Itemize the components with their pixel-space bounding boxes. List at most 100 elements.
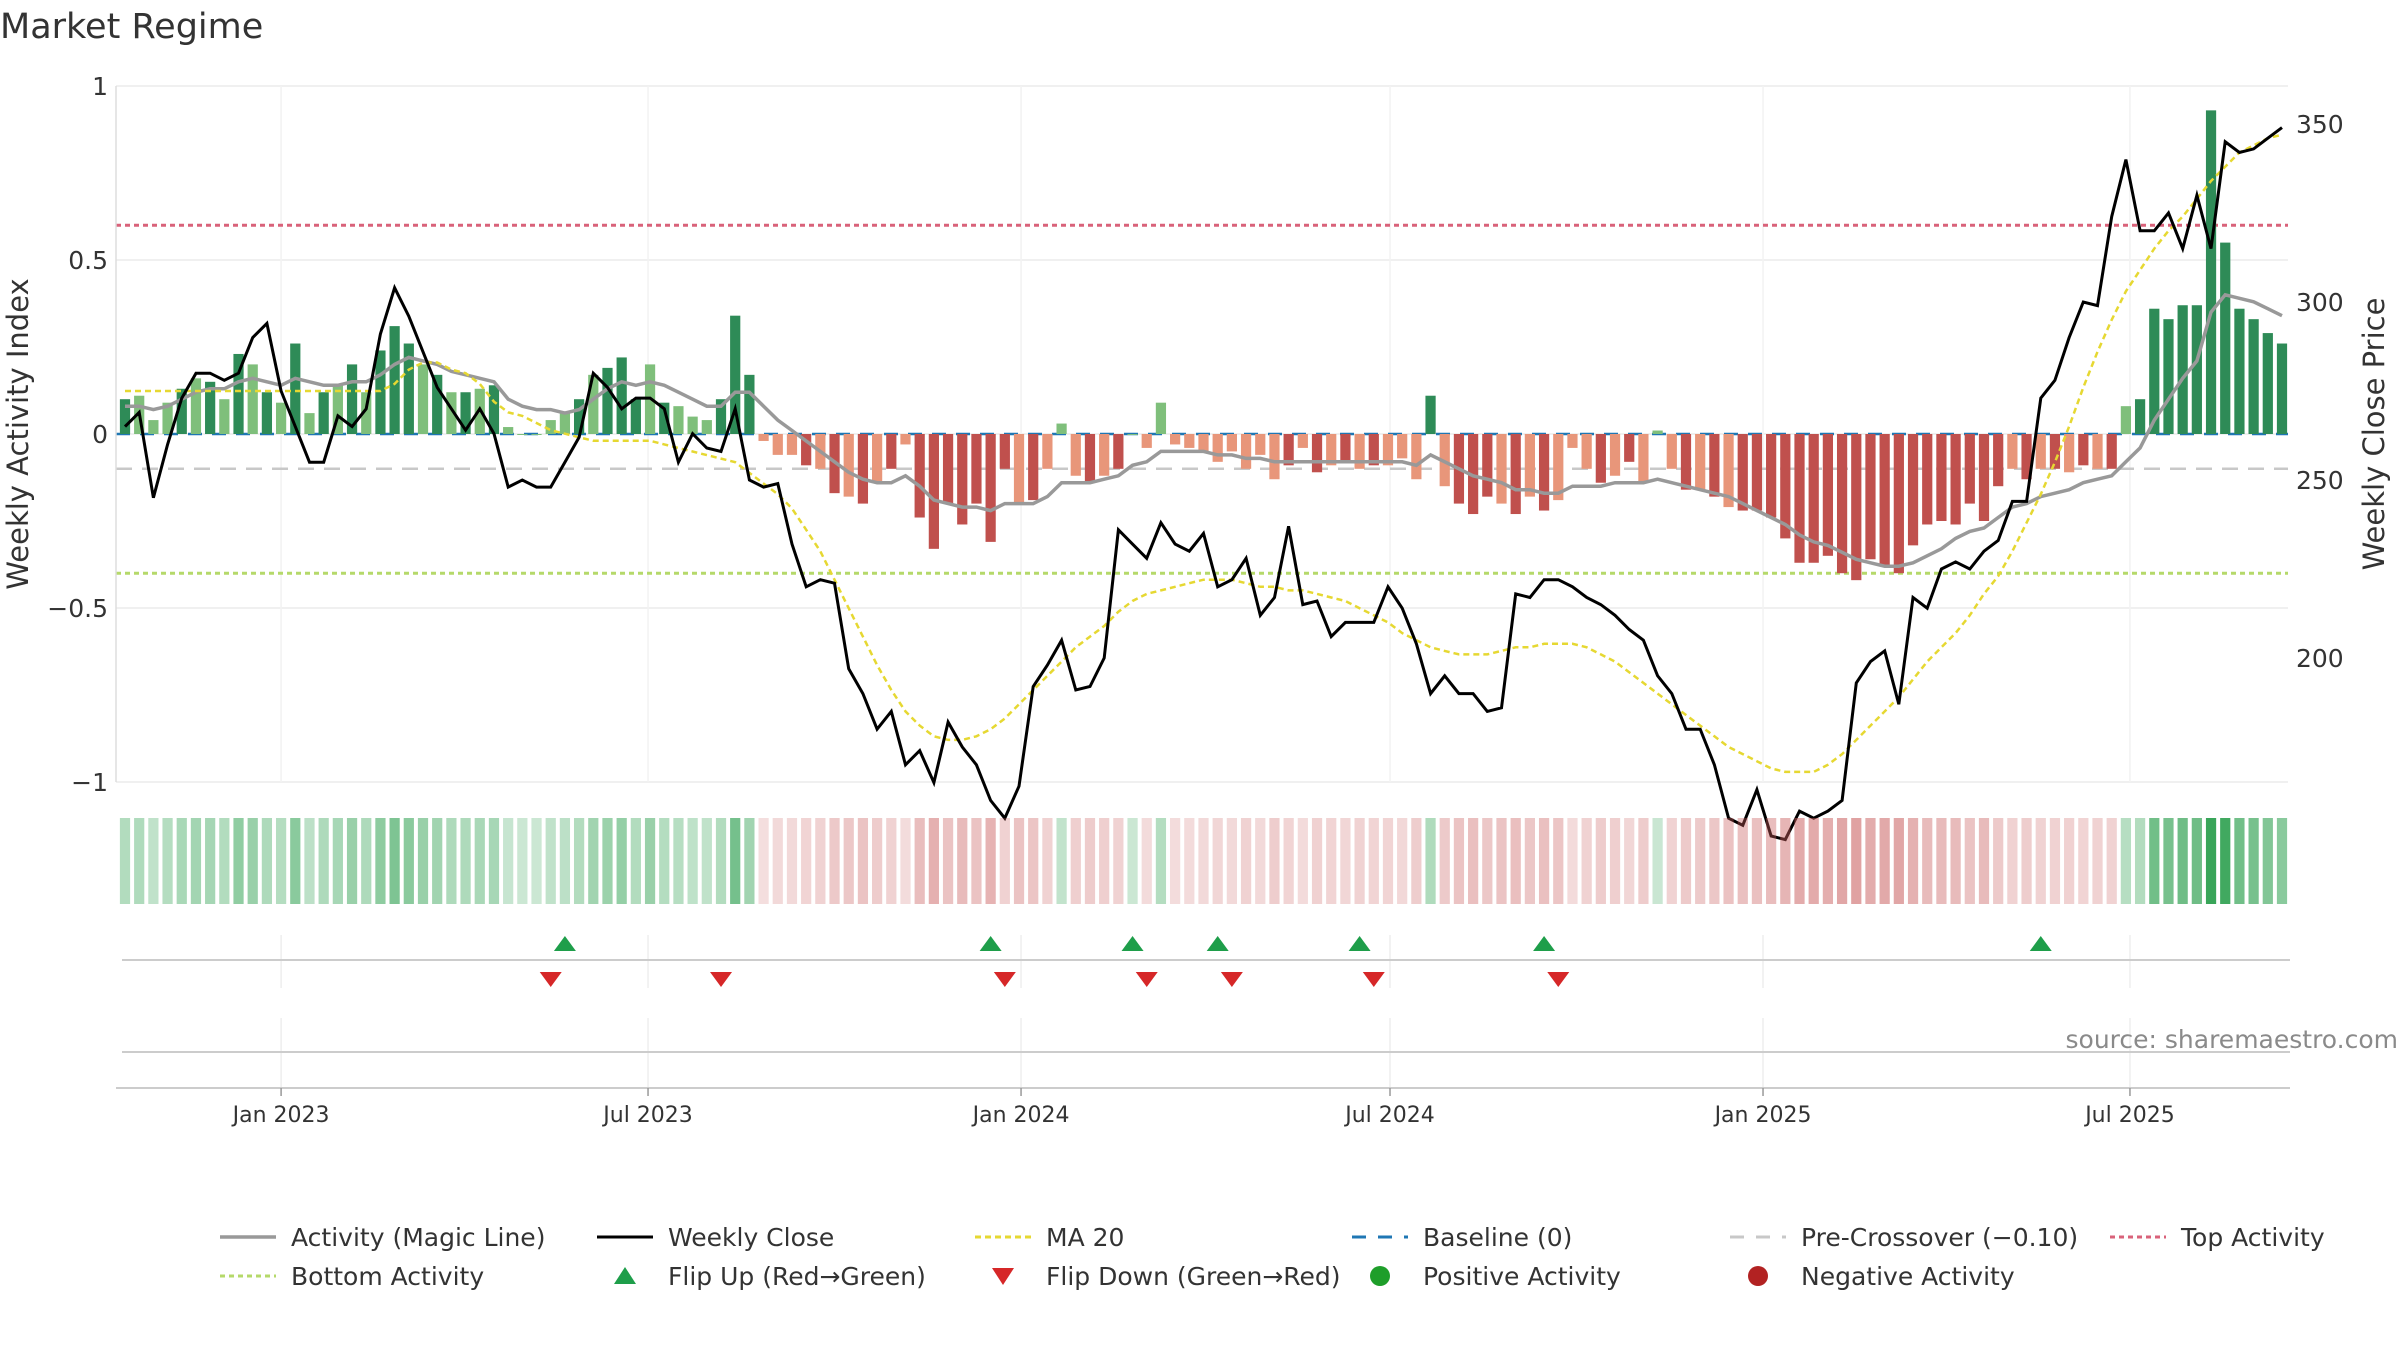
activity-bar [1553,434,1564,501]
regime-strip-cell [659,818,670,904]
regime-strip-cell [730,818,741,904]
regime-strip-cell [1013,818,1025,904]
activity-bar [2120,406,2132,434]
regime-strip-cell [1652,818,1663,904]
activity-bar [1836,434,1848,574]
weekly-close-series [123,126,2283,842]
activity-bar [2149,308,2160,434]
legend-item: Top Activity [2110,1223,2325,1252]
regime-strip-cell [417,818,429,904]
regime-strip-cell [1794,818,1805,904]
legend: Activity (Magic Line) Weekly Close MA 20 Ba… [220,1223,2325,1291]
regime-strip-cell [1851,818,1862,904]
regime-strip-cell [829,818,840,904]
regime-strip-cell [247,818,258,904]
activity-bar [1737,434,1748,511]
regime-strip-cell [346,818,358,904]
activity-bar [1269,434,1280,480]
activity-bar [1709,434,1720,497]
regime-strip-cell [2007,818,2018,904]
legend-swatch [1370,1266,1390,1286]
regime-strip-cell [914,818,925,904]
legend-item: Negative Activity [1748,1262,2015,1291]
regime-strip-cell [389,818,400,904]
regime-strip-cell [403,818,414,904]
regime-strip-cell [2276,818,2288,904]
activity-bar [1964,434,1975,504]
y-axis-label-right: Weekly Close Price [2357,298,2391,571]
regime-strip-cell [2021,818,2032,904]
regime-strip-cell [1567,818,1578,904]
activity-bar [389,326,400,434]
activity-bar [715,399,727,434]
legend-item: Flip Down (Green→Red) [992,1262,1341,1291]
activity-bar [1155,402,1167,434]
activity-bar [1297,434,1308,448]
activity-bar [588,374,599,434]
activity-bar [162,402,173,434]
regime-strip-cell [772,818,783,904]
regime-strip-cell [2092,818,2103,904]
regime-strip-cell [1311,818,1323,904]
activity-bar [1624,434,1635,462]
regime-strip-cell [460,818,471,904]
regime-strip-cell [1964,818,1975,904]
activity-bar [2049,434,2061,469]
right-tick-label: 200 [2296,644,2344,673]
activity-bar [1922,434,1933,525]
activity-bar [1042,434,1053,469]
activity-bar [957,434,968,525]
regime-strip-cell [673,818,684,904]
activity-bar [1240,434,1252,469]
regime-strip-cell [1113,818,1124,904]
activity-bar [602,367,613,434]
regime-strip-cell [1922,818,1933,904]
regime-strip-cell [1822,818,1834,904]
regime-strip-cell [715,818,727,904]
regime-strip-cell [744,818,755,904]
regime-strip-cell [2234,818,2245,904]
activity-bar [999,434,1010,469]
activity-bar [1609,434,1621,476]
regime-strip-cell [2120,818,2132,904]
regime-strip-cell [119,818,131,904]
activity-bar [1226,434,1237,452]
activity-bar [1978,434,1990,521]
activity-bar [1680,434,1692,490]
activity-bar [318,392,329,434]
regime-strip-cell [517,818,528,904]
regime-strip-cell [1155,818,1167,904]
regime-strip-cell [2262,818,2273,904]
regime-strip-cell [1680,818,1692,904]
activity-bar [2106,434,2117,469]
regime-strip-cell [971,818,982,904]
activity-bar [332,385,343,434]
legend-item: MA 20 [975,1223,1124,1252]
flip-down-marker [993,972,1016,987]
chart-title: Market Regime [0,7,263,47]
regime-strip-cell [900,818,911,904]
activity-bar [1170,434,1181,445]
legend-label: MA 20 [1046,1223,1124,1252]
regime-strip-cell [1269,818,1280,904]
activity-bar [1255,434,1266,455]
regime-strip-cell [928,818,939,904]
activity-bar [205,381,216,434]
legend-label: Negative Activity [1801,1262,2015,1291]
activity-bar [2021,434,2032,480]
regime-strip-cell [559,818,571,904]
legend-label: Weekly Close [668,1223,834,1252]
activity-bar [176,388,187,434]
axes: 1 0.5 0 −0.5 −1 350 300 250 200 Weekly Activity I… [1,72,2391,797]
source-label: source: sharemaestro.com [2066,1025,2399,1054]
regime-strip-cell [1624,818,1635,904]
regime-strip-cell [1581,818,1592,904]
regime-strip-cell [275,818,287,904]
activity-bar [2248,319,2259,434]
regime-strip-cell [1723,818,1734,904]
activity-bar [573,399,585,434]
activity-bar [1184,434,1195,448]
activity-bar [2134,399,2146,434]
regime-strip-cell [503,818,514,904]
activity-bar [2007,434,2018,469]
